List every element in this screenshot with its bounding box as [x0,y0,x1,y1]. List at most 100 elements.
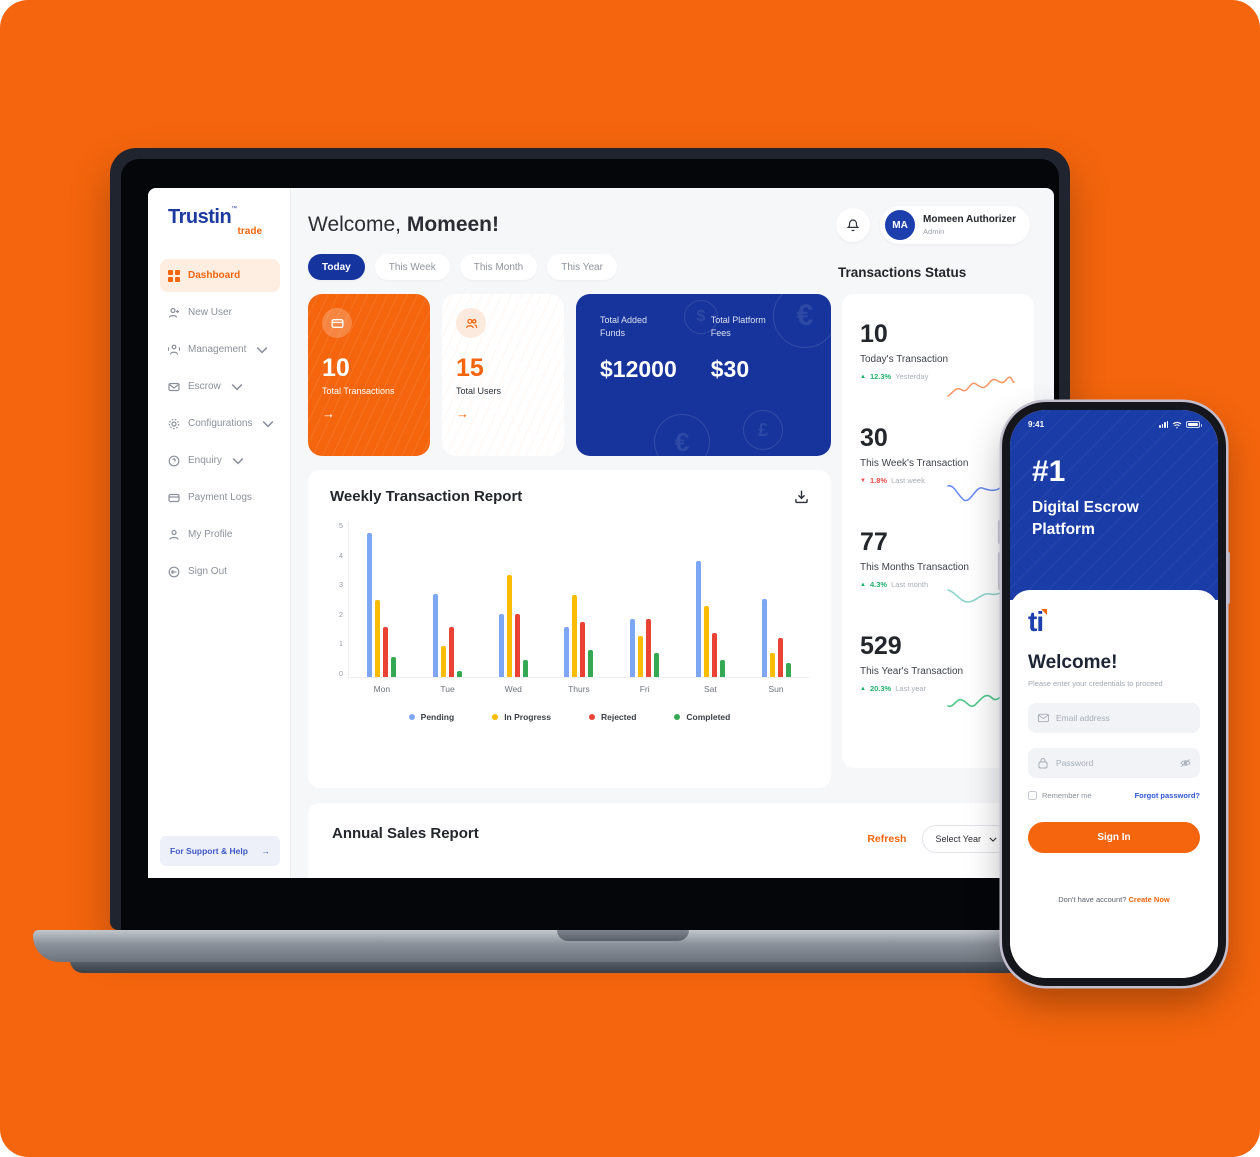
chart-legend: Pending In Progress Rejected Completed [330,712,809,722]
arrow-right-icon[interactable]: → [322,406,335,421]
delta-period: Last month [891,580,929,589]
phone-hero: 9:41 #1 Digital Escrow Platform [1010,410,1218,600]
sidebar-item-enquiry[interactable]: Enquiry [160,444,280,477]
tab-this-week[interactable]: This Week [374,254,450,280]
user-role: Admin [923,227,945,236]
bar-pending [761,598,767,677]
stat-value: 10 [860,320,888,348]
chevron-down-icon [263,420,274,428]
laptop-base-shadow [70,960,1176,973]
battery-icon [1186,421,1202,428]
tab-this-year[interactable]: This Year [547,254,617,280]
sidebar-item-sign-out[interactable]: Sign Out [160,555,280,588]
trend-arrow-icon: ▲ [860,685,866,692]
laptop-mockup: Trustin™ trade Dashboard New User [110,148,1070,930]
main-content: Welcome, Momeen! MA Momeen Authorizer [291,188,1054,878]
hero-title-line1: Digital Escrow [1032,499,1139,516]
trustin-logo: Trustin™ trade [160,206,280,237]
trustin-monogram: ti [1028,606,1048,637]
added-funds-value: $12000 [600,356,677,383]
phone-frame: 9:41 #1 Digital Escrow Platform ti [1002,402,1226,986]
trend-arrow-icon: ▲ [860,581,866,588]
sidebar-item-payment-logs[interactable]: Payment Logs [160,481,280,514]
x-tick: Sun [768,684,784,694]
bar-completed [522,659,528,677]
bar-rejected [580,622,586,677]
stat-label: This Months Transaction [860,562,969,573]
phone-mockup: 9:41 #1 Digital Escrow Platform ti [998,402,1230,986]
page-title: Welcome, Momeen! [308,213,499,237]
stat-label: This Year's Transaction [860,666,964,677]
signin-screen: 9:41 #1 Digital Escrow Platform ti [1010,410,1218,978]
sidebar-item-new-user[interactable]: New User [160,296,280,329]
sidebar-item-configurations[interactable]: Configurations [160,407,280,440]
support-help-button[interactable]: For Support & Help → [160,836,280,866]
user-profile-button[interactable]: MA Momeen Authorizer Admin [880,206,1030,244]
sidebar-item-management[interactable]: Management [160,333,280,366]
bar-in-progress [638,636,644,677]
year-select-dropdown[interactable]: Select Year [922,825,1010,853]
help-icon [168,455,180,466]
remember-me-label: Remember me [1042,791,1092,800]
sidebar-item-label: New User [188,307,232,318]
bar-group-thurs: Thurs [564,520,594,694]
weekly-transaction-report-card: Weekly Transaction Report 5 4 3 2 [308,470,831,788]
gear-icon [168,418,180,429]
total-users-label: Total Users [456,386,502,396]
currency-watermark: € [773,294,831,348]
bar-in-progress [375,600,381,677]
delta-value: 1.8% [869,476,888,485]
avatar: MA [885,210,916,240]
tab-this-month[interactable]: This Month [459,254,538,280]
create-now-link[interactable]: Create Now [1128,895,1170,904]
signup-footer-text: Don't have account? [1058,895,1127,904]
legend-label: Completed [686,712,731,722]
tab-today[interactable]: Today [308,254,365,280]
bar-rejected [514,614,520,677]
signal-icon [1159,420,1168,429]
bar-group-fri: Fri [630,520,660,694]
bar-completed [391,656,397,677]
sidebar-item-escrow[interactable]: Escrow [160,370,280,403]
remember-me-checkbox[interactable]: Remember me [1028,791,1092,800]
bar-pending [367,532,373,677]
y-tick: 2 [338,609,343,619]
checkbox-icon [1028,791,1037,800]
stat-year: 529 This Year's Transaction ▲ 20.3% Last y… [860,624,1016,728]
x-tick: Wed [504,684,522,694]
bar-rejected [383,626,389,677]
stat-label: This Week's Transaction [860,458,969,469]
bar-pending [630,618,636,677]
arrow-right-icon[interactable]: → [456,406,469,421]
forgot-password-link[interactable]: Forgot password? [1134,791,1200,800]
stat-value: 30 [860,424,888,452]
sidebar-item-label: Enquiry [188,455,222,466]
bar-group-sat: Sat [695,520,725,694]
legend-dot [674,714,681,720]
download-icon[interactable] [794,489,809,504]
laptop-bezel: Trustin™ trade Dashboard New User [121,159,1059,930]
password-field[interactable] [1028,748,1200,778]
status-bar: 9:41 [1010,410,1218,429]
sidebar-item-my-profile[interactable]: My Profile [160,518,280,551]
legend-label: Rejected [600,712,637,722]
sidebar-item-label: My Profile [188,529,233,540]
bar-completed [654,653,660,677]
bell-icon [846,218,860,231]
x-tick: Mon [373,684,391,694]
y-tick: 3 [338,580,343,590]
y-tick: 0 [338,668,343,678]
arrow-right-icon: → [261,846,271,856]
eye-off-icon[interactable] [1180,759,1191,768]
email-field[interactable] [1028,703,1200,733]
stat-today: 10 Today's Transaction ▲ 12.3% Yesterday [860,312,1016,416]
sign-in-button[interactable]: Sign In [1028,822,1200,853]
refresh-button[interactable]: Refresh [867,833,907,845]
signin-title: Welcome! [1028,652,1118,673]
x-tick: Tue [440,684,455,694]
total-transactions-value: 10 [322,354,350,382]
welcome-name: Momeen! [406,213,500,236]
sidebar-item-dashboard[interactable]: Dashboard [160,259,280,292]
notifications-button[interactable] [836,208,871,242]
lock-icon [1038,758,1048,769]
